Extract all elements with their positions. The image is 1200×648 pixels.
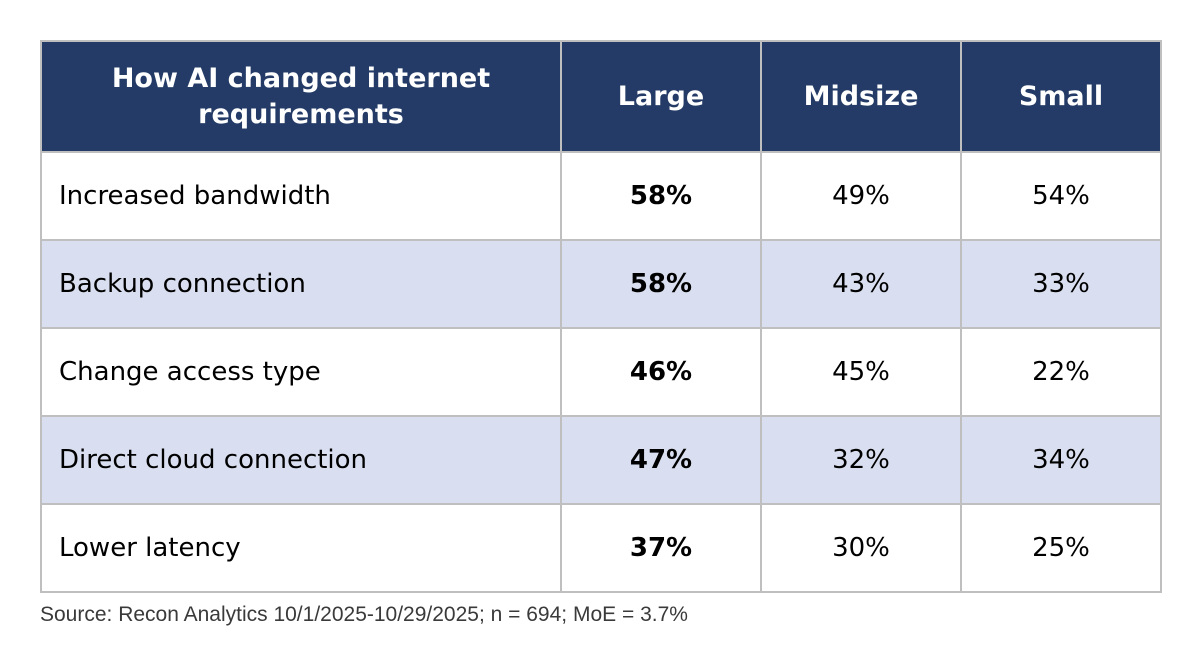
table-row: Increased bandwidth 58% 49% 54% xyxy=(40,151,1162,241)
column-header-small: Small xyxy=(960,40,1162,153)
value-large: 58% xyxy=(560,151,762,241)
table-row: Lower latency 37% 30% 25% xyxy=(40,503,1162,593)
column-header-large: Large xyxy=(560,40,762,153)
value-large: 58% xyxy=(560,239,762,329)
value-small: 34% xyxy=(960,415,1162,505)
value-midsize: 30% xyxy=(760,503,962,593)
source-note: Source: Recon Analytics 10/1/2025-10/29/… xyxy=(40,603,688,626)
row-label: Lower latency xyxy=(40,503,562,593)
value-large: 46% xyxy=(560,327,762,417)
value-midsize: 43% xyxy=(760,239,962,329)
value-midsize: 49% xyxy=(760,151,962,241)
table-row: Direct cloud connection 47% 32% 34% xyxy=(40,415,1162,505)
table-row: Backup connection 58% 43% 33% xyxy=(40,239,1162,329)
value-small: 25% xyxy=(960,503,1162,593)
value-midsize: 45% xyxy=(760,327,962,417)
row-label: Change access type xyxy=(40,327,562,417)
table-row: Change access type 46% 45% 22% xyxy=(40,327,1162,417)
value-midsize: 32% xyxy=(760,415,962,505)
value-large: 47% xyxy=(560,415,762,505)
row-label: Increased bandwidth xyxy=(40,151,562,241)
value-small: 54% xyxy=(960,151,1162,241)
header-row: How AI changed internet requirements Lar… xyxy=(40,40,1162,153)
table-title: How AI changed internet requirements xyxy=(40,40,562,153)
requirements-table: How AI changed internet requirements Lar… xyxy=(40,40,1162,593)
value-small: 33% xyxy=(960,239,1162,329)
value-large: 37% xyxy=(560,503,762,593)
column-header-midsize: Midsize xyxy=(760,40,962,153)
value-small: 22% xyxy=(960,327,1162,417)
row-label: Backup connection xyxy=(40,239,562,329)
row-label: Direct cloud connection xyxy=(40,415,562,505)
